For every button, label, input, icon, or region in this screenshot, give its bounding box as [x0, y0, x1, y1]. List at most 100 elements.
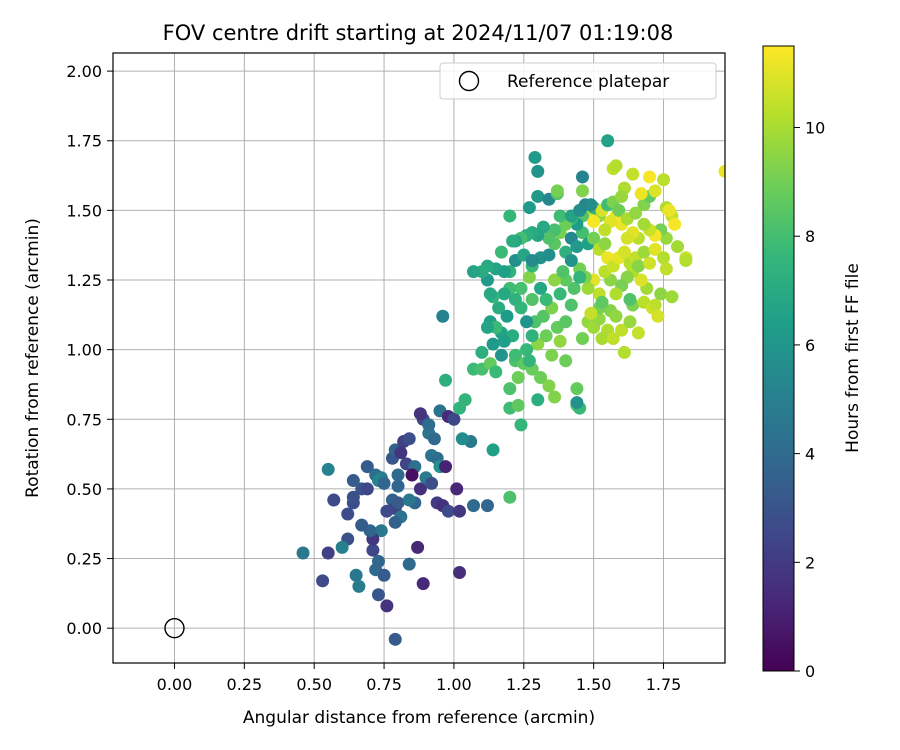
- data-point: [564, 254, 578, 268]
- data-point: [341, 507, 355, 521]
- data-point: [629, 206, 643, 220]
- data-point: [447, 412, 461, 426]
- y-tick-label: 1.00: [66, 341, 102, 360]
- data-point: [595, 332, 609, 346]
- data-point: [494, 245, 508, 259]
- data-point: [388, 515, 402, 529]
- data-point: [377, 476, 391, 490]
- data-point: [377, 568, 391, 582]
- data-point: [570, 382, 584, 396]
- data-point: [584, 198, 598, 212]
- data-point: [575, 184, 589, 198]
- x-tick-label: 1.25: [506, 675, 542, 694]
- data-point: [550, 184, 564, 198]
- data-point: [587, 231, 601, 245]
- x-tick-label: 1.00: [436, 675, 472, 694]
- data-point: [380, 504, 394, 518]
- colorbar: 0 2 4 6 8 10 Hours from first FF file: [762, 45, 863, 681]
- data-point: [514, 418, 528, 432]
- data-point: [665, 290, 679, 304]
- data-point: [394, 446, 408, 460]
- y-axis: 0.00 0.25 0.50 0.75 1.00 1.25 1.50 1.75 2.00: [66, 62, 113, 638]
- data-point: [486, 337, 500, 351]
- data-point: [402, 432, 416, 446]
- data-point: [718, 164, 725, 178]
- data-point: [439, 373, 453, 387]
- data-point: [296, 546, 310, 560]
- data-point: [643, 256, 657, 270]
- data-point: [508, 348, 522, 362]
- data-point: [492, 301, 506, 315]
- data-point: [670, 240, 684, 254]
- data-point: [631, 326, 645, 340]
- data-point: [615, 189, 629, 203]
- legend-box: [439, 62, 717, 100]
- y-tick-label: 1.75: [66, 132, 102, 151]
- data-point: [514, 301, 528, 315]
- data-point: [575, 332, 589, 346]
- data-point: [335, 540, 349, 554]
- data-point: [559, 315, 573, 329]
- data-point: [534, 281, 548, 295]
- data-point: [483, 287, 497, 301]
- data-points: [296, 134, 725, 646]
- data-point: [620, 231, 634, 245]
- data-point: [606, 332, 620, 346]
- data-point: [391, 468, 405, 482]
- legend: Reference platepar: [439, 62, 717, 100]
- x-axis: 0.00 0.25 0.50 0.75 1.00 1.25 1.50 1.75: [157, 663, 682, 694]
- data-point: [349, 568, 363, 582]
- chart-title: FOV centre drift starting at 2024/11/07 …: [163, 21, 674, 45]
- x-tick-label: 1.75: [646, 675, 682, 694]
- colorbar-tick-label: 4: [805, 445, 815, 464]
- data-point: [346, 474, 360, 488]
- data-point: [489, 365, 503, 379]
- data-point: [679, 254, 693, 268]
- data-point: [500, 309, 514, 323]
- data-point: [648, 184, 662, 198]
- data-point: [657, 173, 671, 187]
- data-point: [525, 329, 539, 343]
- data-point: [371, 554, 385, 568]
- data-point: [581, 281, 595, 295]
- y-tick-label: 0.25: [66, 550, 102, 569]
- data-point: [542, 379, 556, 393]
- data-point: [617, 245, 631, 259]
- data-point: [436, 309, 450, 323]
- data-point: [595, 295, 609, 309]
- data-point: [548, 390, 562, 404]
- y-tick-label: 0.50: [66, 480, 102, 499]
- x-axis-label: Angular distance from reference (arcmin): [243, 708, 595, 728]
- data-point: [514, 281, 528, 295]
- data-point: [612, 203, 626, 217]
- data-point: [528, 150, 542, 164]
- data-point: [321, 462, 335, 476]
- x-tick-label: 1.50: [576, 675, 612, 694]
- legend-entry-label: Reference platepar: [507, 72, 669, 92]
- data-point: [542, 231, 556, 245]
- data-point: [615, 323, 629, 337]
- data-point: [453, 504, 467, 518]
- data-point: [553, 209, 567, 223]
- data-point: [455, 432, 469, 446]
- data-point: [657, 251, 671, 265]
- data-point: [626, 167, 640, 181]
- data-point: [648, 298, 662, 312]
- data-point: [506, 234, 520, 248]
- data-point: [587, 215, 601, 229]
- y-tick-label: 1.50: [66, 201, 102, 220]
- x-tick-label: 0.25: [227, 675, 263, 694]
- data-point: [405, 468, 419, 482]
- data-point: [573, 270, 587, 284]
- data-point: [570, 396, 584, 410]
- data-point: [545, 348, 559, 362]
- data-point: [542, 248, 556, 262]
- data-point: [453, 565, 467, 579]
- data-point: [458, 393, 472, 407]
- data-point: [564, 298, 578, 312]
- data-point: [360, 482, 374, 496]
- data-point: [522, 201, 536, 215]
- data-point: [570, 240, 584, 254]
- data-point: [634, 273, 648, 287]
- y-tick-label: 1.25: [66, 271, 102, 290]
